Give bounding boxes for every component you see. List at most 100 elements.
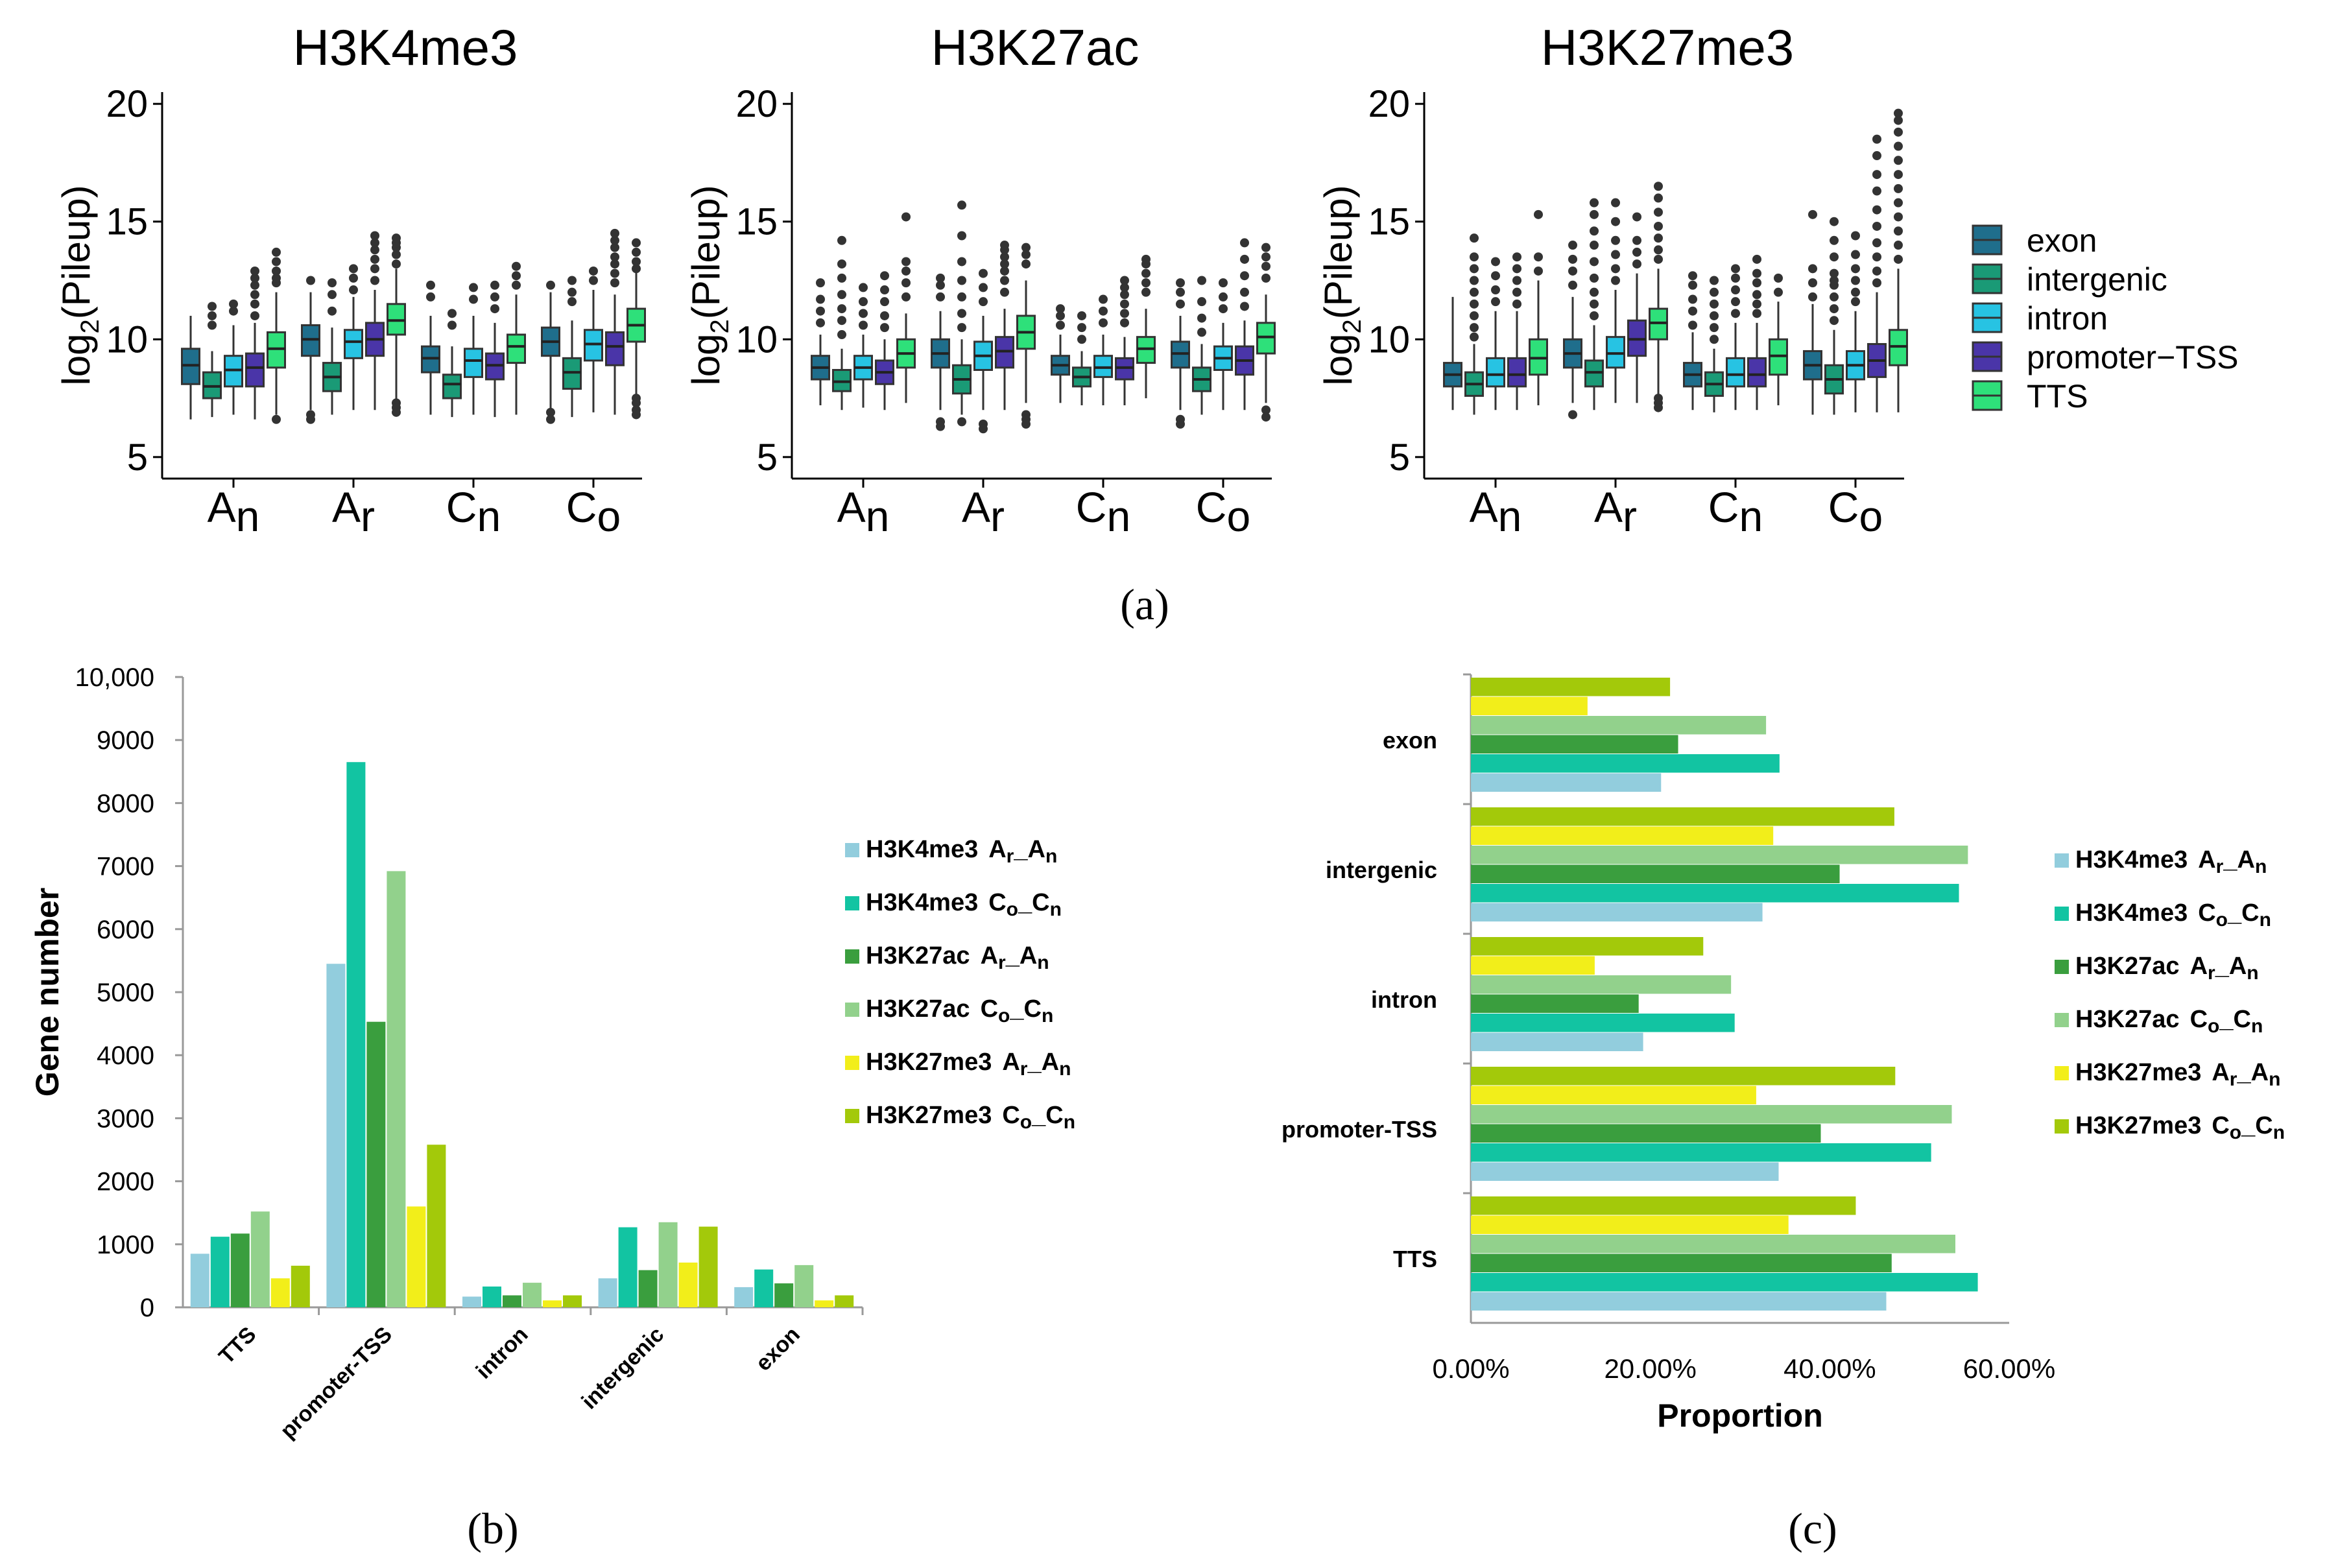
outlier-point (957, 323, 966, 333)
y-tick-label: 15 (1368, 201, 1410, 243)
hbar-exon-3 (1471, 716, 1767, 735)
outlier-point (1752, 254, 1761, 264)
bar-exon-4 (815, 1300, 834, 1307)
legend-label: TTS (2027, 378, 2088, 414)
x-tick-label-subscript: n (866, 492, 890, 540)
legend-subscript: o (2230, 1122, 2241, 1143)
x-tick-label: An (837, 483, 890, 540)
outlier-point (1752, 290, 1761, 300)
outlier-point (1512, 287, 1521, 297)
bar-promoter-TSS-5 (427, 1145, 446, 1307)
x-tick-label-main: A (332, 483, 361, 531)
y-tick-label: 20 (1368, 83, 1410, 125)
y-axis-label: log2(Pileup) (684, 185, 734, 385)
outlier-point (957, 276, 966, 285)
outlier-point (1872, 134, 1881, 144)
x-tick-label: Ar (1594, 483, 1637, 540)
outlier-point (272, 414, 281, 424)
outlier-point (1219, 278, 1228, 288)
outlier-point (1000, 287, 1009, 297)
outlier-point (328, 290, 337, 300)
hbar-TTS-2 (1471, 1253, 1892, 1272)
outlier-point (1894, 198, 1903, 208)
hbar-exon-2 (1471, 735, 1678, 754)
outlier-point (567, 297, 577, 307)
outlier-point (901, 278, 911, 288)
legend-separator: _ (1018, 889, 1032, 916)
bar-intergenic-3 (658, 1222, 678, 1307)
outlier-point (1808, 278, 1817, 288)
outlier-point (837, 316, 846, 326)
legend-mark: H3K4me3 (2075, 846, 2188, 873)
legend-label: exon (2027, 222, 2097, 259)
outlier-point (837, 304, 846, 314)
x-tick-label: 40.00% (1783, 1353, 1876, 1384)
outlier-point (979, 268, 988, 278)
box-promoterTSS (245, 352, 265, 388)
outlier-point (1240, 254, 1249, 264)
outlier-point (1568, 410, 1577, 420)
bar-intron-4 (543, 1300, 562, 1307)
outlier-point (1512, 252, 1521, 262)
outlier-point (1534, 266, 1543, 276)
legend-separator: _ (2215, 953, 2230, 980)
legend-label: H3K27me3 Co_Cn (866, 1102, 1075, 1133)
outlier-point (208, 311, 217, 320)
outlier-point (880, 285, 889, 295)
outlier-point (1197, 327, 1206, 337)
bar-intergenic-1 (618, 1227, 638, 1307)
legend-swatch (2055, 960, 2069, 974)
outlier-point (1261, 252, 1270, 262)
box-intron (1726, 357, 1745, 388)
legend-subscript: n (1059, 1058, 1071, 1080)
y-axis-label-rest: (Pileup) (1317, 185, 1360, 319)
outlier-point (837, 330, 846, 340)
legend-separator: _ (1031, 1102, 1046, 1129)
y-tick-label: exon (1383, 727, 1437, 754)
y-tick-label: 3000 (97, 1104, 154, 1133)
outlier-point (1056, 311, 1065, 320)
outlier-point (349, 285, 358, 295)
outlier-point (370, 231, 379, 241)
outlier-point (1830, 217, 1839, 226)
outlier-point (370, 238, 379, 248)
legend-label: H3K27ac Ar_An (866, 942, 1049, 973)
outlier-point (837, 290, 846, 300)
legend-subscript: n (1042, 1005, 1053, 1027)
x-tick-label-main: C (1708, 483, 1739, 531)
outlier-point (272, 247, 281, 257)
hbar-promoter-TSS-4 (1471, 1086, 1756, 1104)
outlier-point (1688, 280, 1697, 290)
hbar-intergenic-4 (1471, 826, 1774, 845)
bar-promoter-TSS-1 (346, 762, 366, 1307)
bar-intergenic-4 (678, 1262, 698, 1307)
x-tick-label-subscript: n (1739, 492, 1763, 540)
y-axis-label-subscript: 2 (706, 319, 734, 333)
legend-letter: A (2229, 953, 2247, 980)
legend-swatch (2055, 1119, 2069, 1134)
outlier-point (901, 266, 911, 276)
legend-label: intergenic (2027, 261, 2167, 298)
outlier-point (1491, 297, 1500, 307)
outlier-point (610, 259, 619, 269)
outlier-point (1710, 311, 1719, 320)
legend-letter: C (2190, 1006, 2208, 1033)
outlier-point (546, 407, 555, 417)
x-tick-label: An (1470, 483, 1522, 540)
x-tick-label-subscript: r (361, 492, 375, 540)
legend-mark: H3K27me3 (866, 1102, 992, 1129)
outlier-point (632, 410, 641, 420)
outlier-point (1830, 316, 1839, 326)
outlier-point (426, 280, 435, 290)
outlier-point (1176, 278, 1185, 288)
outlier-point (1534, 209, 1543, 219)
outlier-point (1654, 221, 1663, 231)
outlier-point (632, 257, 641, 267)
legend-letter: C (2198, 899, 2215, 927)
outlier-point (1872, 266, 1881, 276)
outlier-point (1120, 283, 1129, 292)
outlier-point (447, 309, 457, 318)
legend-subscript: n (2247, 962, 2258, 984)
y-tick-label: 10,000 (75, 663, 154, 692)
legend-subscript: n (1064, 1111, 1075, 1133)
